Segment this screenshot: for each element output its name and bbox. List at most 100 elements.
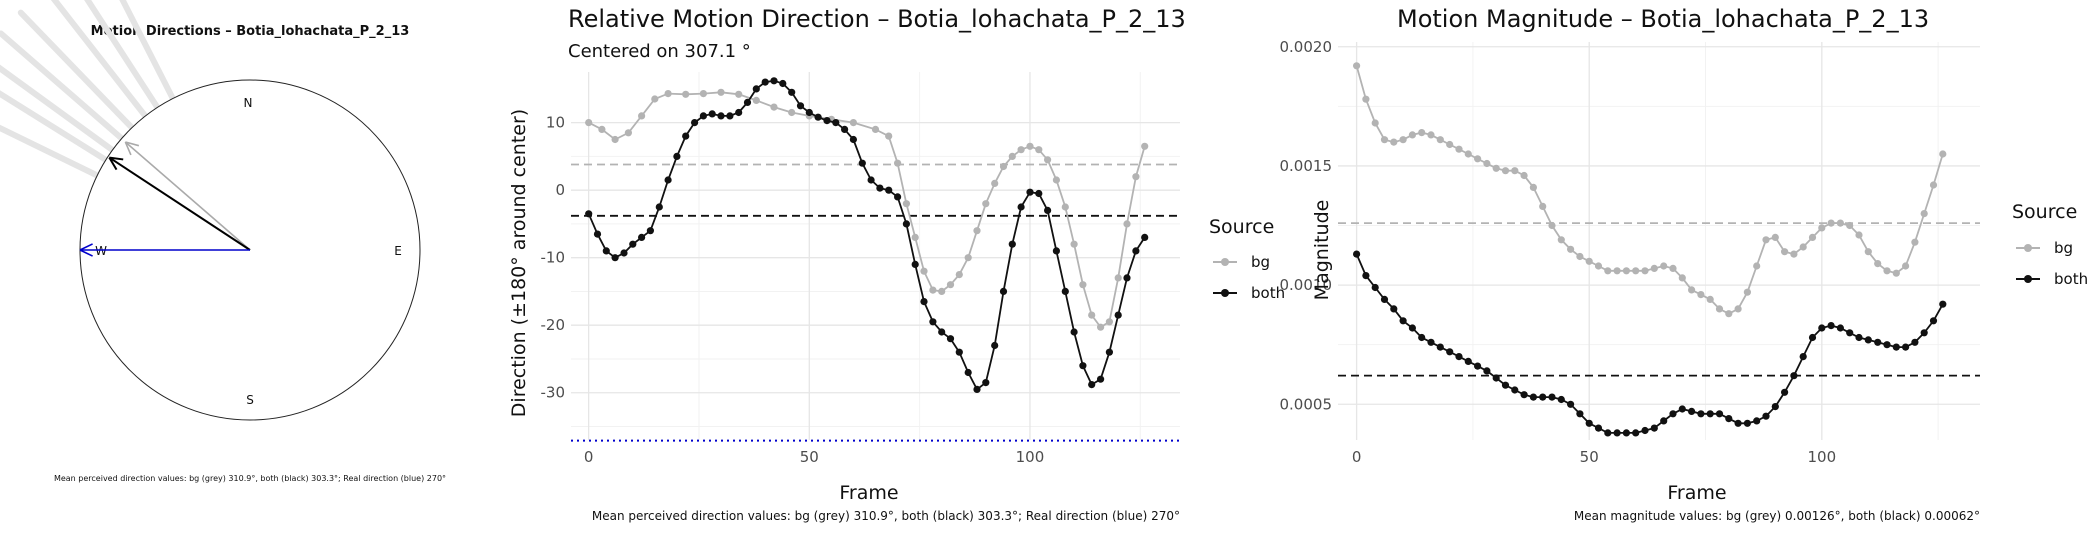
series-line-both: [587, 79, 1146, 391]
data-point-both: [1567, 400, 1575, 408]
data-point-both: [1061, 287, 1069, 295]
data-point-both: [999, 287, 1008, 295]
data-point-both: [885, 186, 893, 194]
data-point-bg: [1660, 262, 1668, 270]
data-point-both: [1371, 283, 1379, 292]
data-point-both: [1035, 189, 1043, 198]
data-point-both: [814, 113, 822, 121]
data-point-both: [743, 98, 752, 106]
data-point-both: [938, 328, 946, 336]
data-point-both: [1492, 374, 1500, 382]
data-point-bg: [598, 125, 606, 133]
data-point-both: [1855, 333, 1863, 342]
data-point-both: [911, 260, 919, 268]
data-point-both: [699, 112, 708, 120]
data-point-both: [770, 77, 778, 85]
y-tick-label: 0.0020: [1280, 38, 1333, 56]
data-point-bg: [1632, 267, 1640, 275]
data-point-both: [805, 108, 813, 117]
direction-chart-title: Relative Motion Direction – Botia_lohach…: [568, 5, 1186, 33]
data-point-bg: [920, 267, 928, 275]
y-tick-label: -10: [541, 249, 566, 267]
data-point-both: [1743, 419, 1751, 427]
data-point-bg: [938, 287, 946, 295]
data-point-bg: [1576, 252, 1584, 261]
data-point-both: [1123, 274, 1131, 282]
direction-legend-bg-label: bg: [1251, 253, 1270, 271]
data-point-bg: [1436, 136, 1444, 144]
data-point-both: [1939, 300, 1947, 308]
data-point-bg: [1483, 159, 1491, 168]
data-point-bg: [1371, 119, 1379, 127]
data-point-both: [946, 335, 955, 343]
data-point-bg: [1008, 152, 1016, 160]
data-point-bg: [1362, 95, 1370, 103]
x-tick-label: 100: [1808, 448, 1837, 466]
data-point-both: [1483, 367, 1491, 375]
y-tick-label: 0.0005: [1280, 395, 1333, 413]
magnitude-legend: Source bg both: [2012, 201, 2088, 288]
y-tick-label: 0.0015: [1280, 157, 1333, 175]
data-point-bg: [1464, 150, 1472, 158]
data-point-bg: [1855, 231, 1863, 239]
compass-arrowhead-real: [79, 243, 93, 251]
data-point-bg: [1052, 176, 1060, 184]
y-tick-label: -30: [541, 384, 566, 402]
magnitude-legend-title: Source: [2012, 201, 2077, 223]
data-point-both: [1660, 417, 1668, 425]
direction-legend-bg-marker: [1221, 258, 1229, 266]
magnitude-legend-both-marker: [2024, 275, 2032, 283]
data-point-bg: [1511, 167, 1519, 175]
y-tick-label: 0.0010: [1280, 276, 1333, 294]
data-point-both: [1529, 393, 1537, 401]
data-point-both: [788, 88, 796, 96]
data-point-bg: [1567, 245, 1575, 253]
data-point-bg: [1123, 220, 1131, 228]
data-point-bg: [624, 129, 633, 137]
data-point-both: [1678, 405, 1686, 413]
data-point-both: [1380, 295, 1389, 303]
compass-arrow-both: [108, 156, 251, 251]
series-line-bg: [1355, 65, 1944, 315]
data-point-both: [1920, 329, 1928, 337]
data-point-bg: [1762, 236, 1770, 244]
data-point-bg: [1044, 156, 1052, 164]
data-point-both: [1632, 429, 1640, 437]
data-point-bg: [894, 159, 902, 167]
data-point-bg: [717, 88, 725, 96]
data-point-both: [1613, 429, 1621, 437]
data-point-bg: [991, 179, 999, 187]
data-point-bg: [955, 271, 963, 279]
data-point-both: [1604, 429, 1612, 437]
data-point-both: [717, 112, 725, 120]
data-point-both: [1026, 188, 1034, 196]
compass-label-east: E: [394, 244, 402, 258]
compass-background-ray: [0, 64, 140, 171]
data-point-both: [1827, 322, 1835, 330]
data-point-both: [1808, 333, 1817, 342]
direction-reference-lines: [571, 163, 1180, 442]
direction-legend-both-marker: [1221, 289, 1229, 297]
data-point-both: [1902, 343, 1910, 351]
data-point-both: [1474, 362, 1482, 370]
compass-background-ray: [84, 0, 177, 136]
data-point-both: [602, 247, 610, 255]
data-point-bg: [1725, 310, 1733, 318]
data-point-bg: [1079, 281, 1087, 289]
series-line-both: [1355, 253, 1944, 434]
data-point-bg: [651, 95, 659, 103]
data-point-both: [1641, 426, 1649, 435]
data-point-both: [1790, 372, 1798, 380]
x-tick-label: 50: [1580, 448, 1599, 466]
y-tick-label: -20: [541, 316, 566, 334]
data-point-both: [991, 341, 999, 350]
data-point-both: [1511, 386, 1519, 394]
data-point-bg: [1939, 150, 1947, 158]
compass-arrowhead-real: [79, 249, 93, 257]
data-point-bg: [1688, 286, 1696, 294]
data-point-both: [1846, 329, 1854, 337]
data-point-both: [1427, 338, 1435, 346]
data-point-both: [1079, 362, 1087, 370]
compass-background-rays: [0, 0, 190, 192]
direction-chart-subtitle: Centered on 307.1 °: [568, 41, 751, 62]
